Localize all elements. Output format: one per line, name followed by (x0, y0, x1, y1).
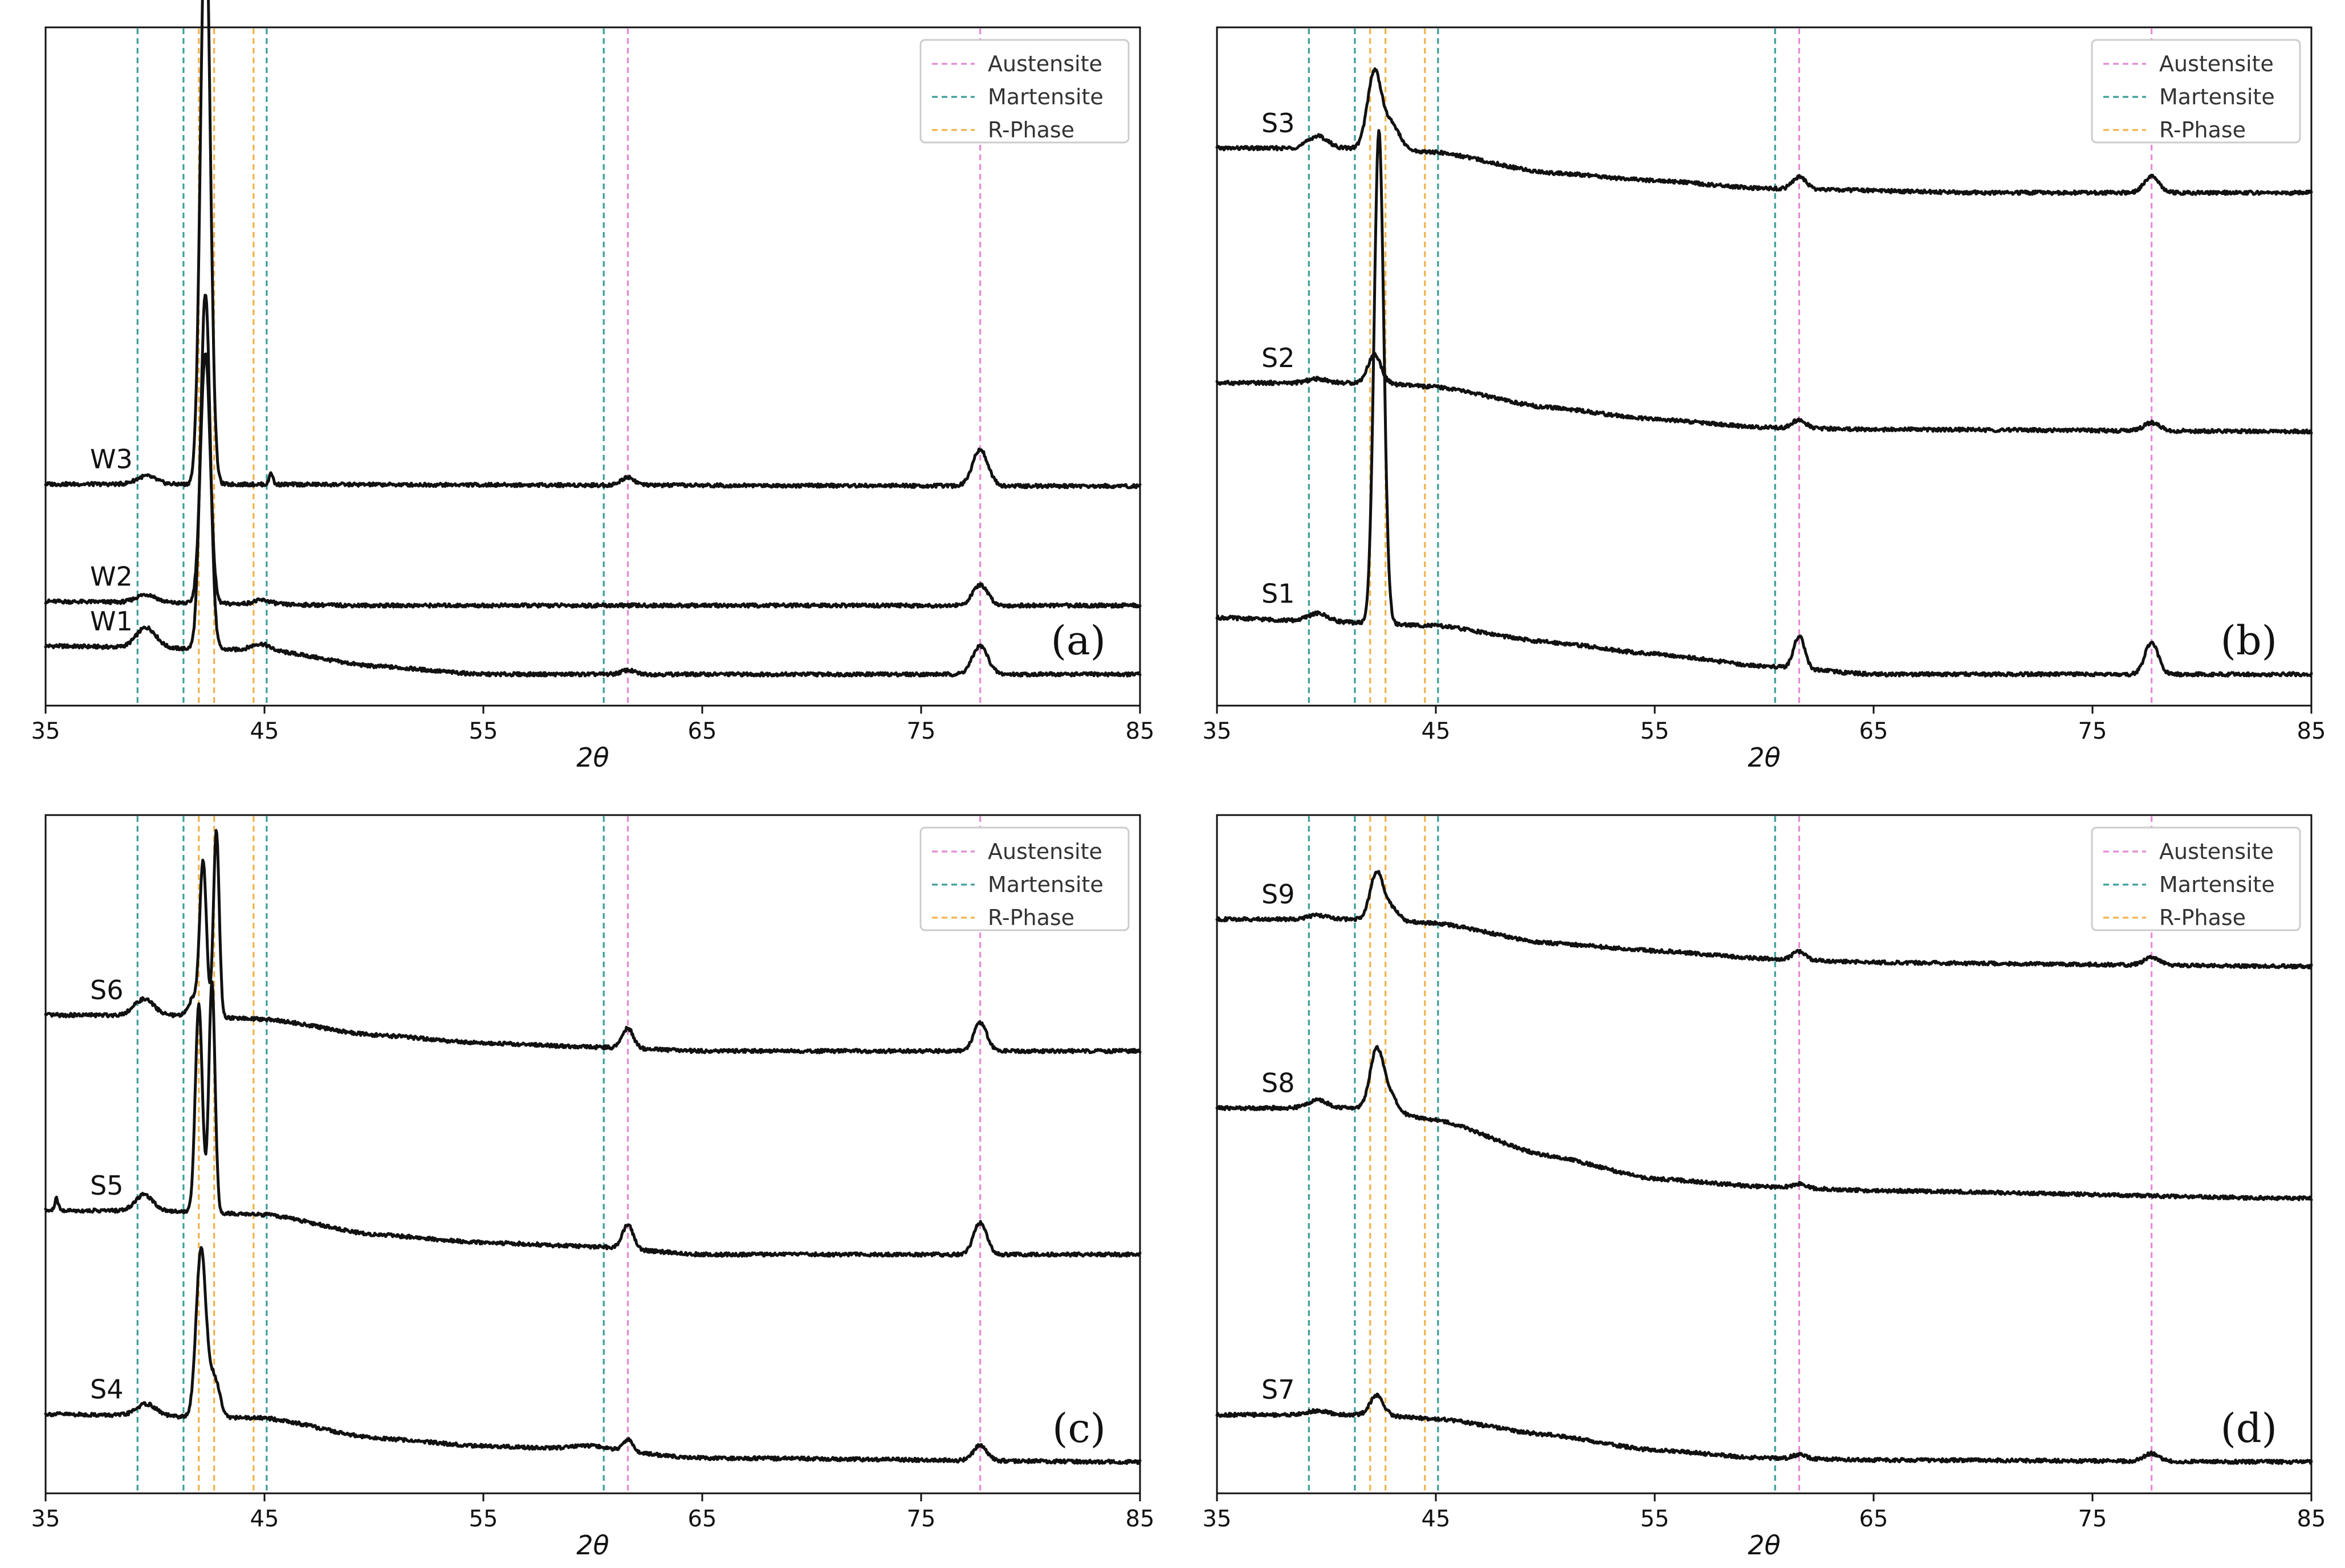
sample-label: S8 (1261, 1068, 1294, 1098)
legend-entry: Martensite (988, 84, 1104, 109)
legend-box (919, 826, 1130, 931)
x-tick-label: 75 (907, 1506, 936, 1532)
x-tick-label: 35 (1203, 1506, 1232, 1532)
panel-a: W1 W2 W3 35 45 55 65 75 85 2θ (a) Austensite Martens… (31, 0, 1155, 773)
legend: Austensite Martensite R-Phase (2091, 39, 2301, 144)
trace-S2 (1215, 352, 2313, 435)
trace-S6 (44, 829, 1142, 1054)
x-tick-label: 55 (469, 718, 498, 744)
panel-b: S1 S2 S3 35 45 55 65 75 85 2θ (b) Austensite Martens… (1203, 26, 2326, 773)
sample-label: S3 (1261, 108, 1294, 139)
x-tick-label: 35 (31, 718, 60, 744)
x-tick-label: 75 (907, 718, 936, 744)
x-tick-label: 65 (1859, 718, 1888, 744)
trace-S1 (1215, 129, 2313, 678)
panel-tag: (a) (1051, 617, 1106, 664)
legend-entry: Austensite (988, 51, 1102, 76)
trace-W3 (44, 0, 1142, 490)
x-tick-label: 35 (31, 1506, 60, 1532)
trace-S7 (1215, 1392, 2313, 1465)
legend-entry: R-Phase (988, 117, 1074, 142)
legend-entry: Martensite (988, 872, 1104, 897)
x-tick-label: 45 (1422, 1506, 1451, 1532)
panel-c: S4 S5 S6 35 45 55 65 75 85 2θ (c) Austensite Martens… (31, 814, 1155, 1561)
trace-S9 (1215, 870, 2313, 970)
legend-box (919, 39, 1130, 144)
trace-W2 (44, 352, 1142, 609)
x-axis-label: 2θ (576, 1530, 609, 1561)
x-tick-label: 45 (1422, 718, 1451, 744)
sample-label: S2 (1261, 343, 1294, 373)
trace-S3 (1215, 67, 2313, 196)
x-axis-label: 2θ (1748, 742, 1780, 773)
x-tick-label: 35 (1203, 718, 1232, 744)
plot-frame (44, 26, 1141, 707)
x-tick-label: 85 (1126, 718, 1155, 744)
x-axis-label: 2θ (1748, 1530, 1780, 1561)
legend-entry: R-Phase (2159, 117, 2246, 142)
legend-entry: Martensite (2159, 84, 2275, 109)
panel-d: S7 S8 S9 35 45 55 65 75 85 2θ (d) Austensite Martens… (1203, 814, 2326, 1561)
x-tick-label: 85 (1126, 1506, 1155, 1532)
panel-tag: (c) (1052, 1405, 1106, 1452)
sample-label: S9 (1261, 879, 1294, 910)
plot-frame (44, 814, 1141, 1494)
trace-S5 (44, 980, 1142, 1258)
x-tick-label: 85 (2297, 1506, 2326, 1532)
legend-entry: Austensite (988, 839, 1102, 864)
x-tick-label: 65 (688, 718, 717, 744)
trace-S8 (1215, 1045, 2313, 1202)
x-tick-label: 45 (250, 718, 279, 744)
legend-entry: Austensite (2159, 839, 2274, 864)
sample-label: W1 (90, 606, 133, 637)
sample-label: S1 (1261, 578, 1294, 609)
trace-S4 (44, 1246, 1142, 1465)
legend: Austensite Martensite R-Phase (919, 826, 1130, 931)
trace-W1 (44, 294, 1142, 678)
sample-label: S7 (1261, 1374, 1294, 1405)
legend-entry: R-Phase (2159, 905, 2246, 930)
x-tick-label: 75 (2078, 1506, 2107, 1532)
legend: Austensite Martensite R-Phase (2091, 826, 2301, 931)
sample-label: S6 (90, 975, 123, 1005)
legend-box (2091, 826, 2301, 931)
legend-entry: R-Phase (988, 905, 1074, 930)
panel-tag: (b) (2221, 617, 2277, 664)
legend-entry: Martensite (2159, 872, 2275, 897)
x-tick-label: 55 (469, 1506, 498, 1532)
plot-frame (1216, 814, 2313, 1494)
legend-box (2091, 39, 2301, 144)
plot-frame (1216, 26, 2313, 707)
legend: Austensite Martensite R-Phase (919, 39, 1130, 144)
sample-label: S5 (90, 1170, 123, 1201)
sample-label: W3 (90, 443, 133, 474)
x-tick-label: 55 (1640, 1506, 1670, 1532)
panel-tag: (d) (2221, 1405, 2277, 1452)
x-axis-label: 2θ (576, 742, 609, 773)
sample-label: W2 (90, 561, 133, 592)
x-tick-label: 45 (250, 1506, 279, 1532)
x-tick-label: 75 (2078, 718, 2107, 744)
legend-entry: Austensite (2159, 51, 2274, 76)
sample-label: S4 (90, 1374, 123, 1405)
x-tick-label: 55 (1640, 718, 1670, 744)
x-tick-label: 65 (1859, 1506, 1888, 1532)
x-tick-label: 65 (688, 1506, 717, 1532)
x-tick-label: 85 (2297, 718, 2326, 744)
